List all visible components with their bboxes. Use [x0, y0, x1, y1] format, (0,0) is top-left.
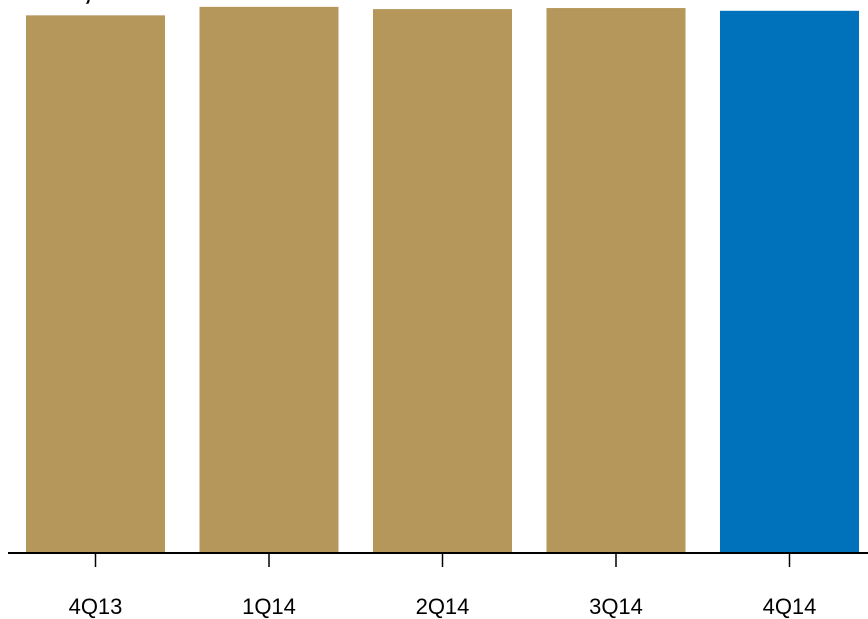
value-label-4q13: 16,966	[53, 0, 139, 5]
tick-label-4q14: 4Q14	[763, 594, 817, 619]
bar-1q14	[199, 6, 339, 554]
value-label-4q14: 17,109	[747, 0, 833, 1]
tick-label-1q14: 1Q14	[242, 594, 296, 619]
value-labels-group: 16,96617,23417,16317,19617,109	[53, 0, 833, 5]
tick-label-2q14: 2Q14	[416, 594, 470, 619]
tick-label-4q13: 4Q13	[69, 594, 123, 619]
bars-group	[26, 6, 859, 554]
tick-label-3q14: 3Q14	[589, 594, 643, 619]
bar-4q14	[720, 10, 859, 554]
bar-2q14	[373, 9, 512, 554]
bar-3q14	[546, 8, 686, 554]
x-axis-ticks-group: 4Q13 1Q14 2Q14 3Q14 4Q14	[69, 553, 817, 619]
bar-4q13	[26, 15, 165, 553]
